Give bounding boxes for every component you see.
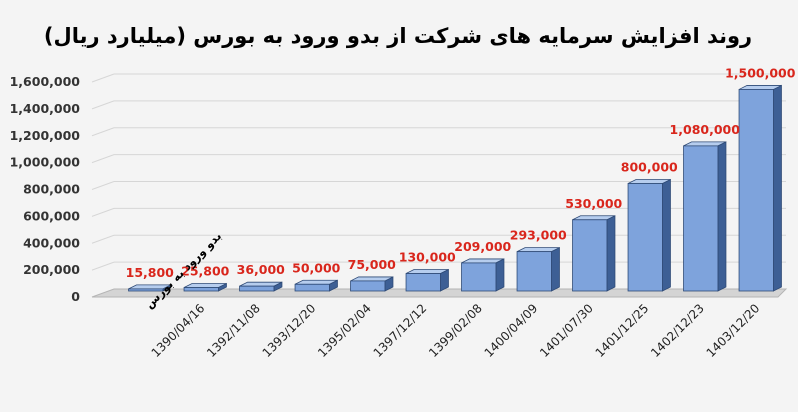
bar-top [627, 179, 671, 184]
data-label: 25,800 [181, 264, 230, 279]
bar-front [128, 288, 164, 292]
bar-side [495, 258, 505, 292]
bar [183, 282, 227, 292]
bar-front [516, 251, 552, 292]
x-tick-label: 1397/12/12 [371, 301, 430, 360]
x-tick-label: 1390/04/16 [149, 301, 208, 360]
bar-front [738, 89, 774, 292]
bar-front [405, 273, 441, 292]
bar-front [461, 262, 497, 292]
bar-front [294, 283, 330, 292]
data-label: 530,000 [565, 196, 622, 211]
data-label: 36,000 [237, 262, 286, 277]
data-label: 293,000 [510, 228, 567, 243]
gridline-diag [91, 234, 115, 244]
bar-top [572, 215, 616, 221]
bar-side [551, 246, 560, 292]
bar [128, 284, 172, 292]
bar-front [183, 287, 219, 292]
bar [350, 276, 394, 292]
x-tick-label: 1403/12/20 [704, 301, 763, 360]
gridlines [91, 73, 786, 271]
bar [627, 178, 671, 292]
bar-top [350, 276, 394, 282]
gridline-diag [91, 154, 115, 164]
bar-top [516, 247, 560, 253]
y-axis: 0 200,000 400,000 600,000 800,000 1,000,000 1,… [10, 74, 81, 304]
bar-front [350, 280, 386, 292]
bar-top [183, 283, 227, 288]
y-tick-label: 1,400,000 [10, 101, 81, 116]
bars [128, 84, 782, 292]
x-tick-label: 1402/12/23 [648, 301, 707, 360]
bar [239, 281, 283, 292]
data-label: 209,000 [454, 239, 511, 254]
gridline-diag [91, 207, 115, 217]
x-tick-label: 1401/12/25 [593, 301, 652, 360]
bar [572, 215, 616, 292]
bar-front [572, 219, 608, 292]
bar [683, 141, 727, 292]
gridline-diag [91, 73, 115, 83]
x-tick-label: 1401/07/30 [537, 301, 596, 360]
bar-top [683, 141, 727, 147]
data-label: 130,000 [399, 250, 456, 265]
bar [461, 258, 505, 292]
data-label: 75,000 [348, 257, 397, 272]
bar-top [294, 279, 338, 285]
gridline-diag [91, 261, 115, 271]
bar [405, 268, 449, 292]
y-tick-label: 600,000 [23, 208, 80, 223]
y-tick-label: 1,200,000 [10, 128, 81, 143]
bar-top [405, 269, 449, 274]
y-tick-label: 1,600,000 [10, 74, 81, 89]
data-label: 800,000 [621, 160, 678, 175]
data-label: 15,800 [126, 265, 175, 280]
y-tick-label: 1,000,000 [10, 155, 81, 170]
chart-title: روند افزایش سرمایه های شرکت از بدو ورود … [44, 24, 752, 48]
y-tick-label: 400,000 [23, 235, 80, 250]
x-tick-label: 1392/11/08 [204, 301, 263, 360]
x-tick-label: 1395/02/04 [315, 301, 374, 360]
bar-top [738, 85, 782, 90]
x-tick-label: 1393/12/20 [260, 301, 319, 360]
bar-front [627, 183, 663, 292]
x-tick-label: 1399/02/08 [426, 301, 485, 360]
bar-top [239, 281, 283, 287]
bar [516, 246, 560, 292]
bar-side [606, 215, 616, 292]
gridline-diag [91, 100, 115, 110]
y-tick-label: 0 [71, 289, 80, 304]
bar [294, 279, 338, 292]
data-label: 1,080,000 [670, 122, 741, 137]
bar-side [717, 141, 727, 292]
bar-front [683, 145, 719, 292]
y-tick-label: 800,000 [23, 182, 80, 197]
y-tick-label: 200,000 [23, 262, 80, 277]
gridline-diag [91, 127, 115, 137]
bar-front [239, 285, 275, 292]
data-label: 50,000 [292, 260, 341, 275]
bar-top [461, 258, 505, 264]
gridline-diag [91, 181, 115, 190]
data-label: 1,500,000 [725, 65, 796, 80]
data-labels: 15,800 25,800 36,000 50,000 75,000 130,000209… [126, 65, 796, 279]
bar-side [662, 178, 671, 292]
bar [738, 84, 782, 292]
x-tick-label: 1400/04/09 [482, 301, 541, 360]
bar-side [773, 84, 782, 292]
